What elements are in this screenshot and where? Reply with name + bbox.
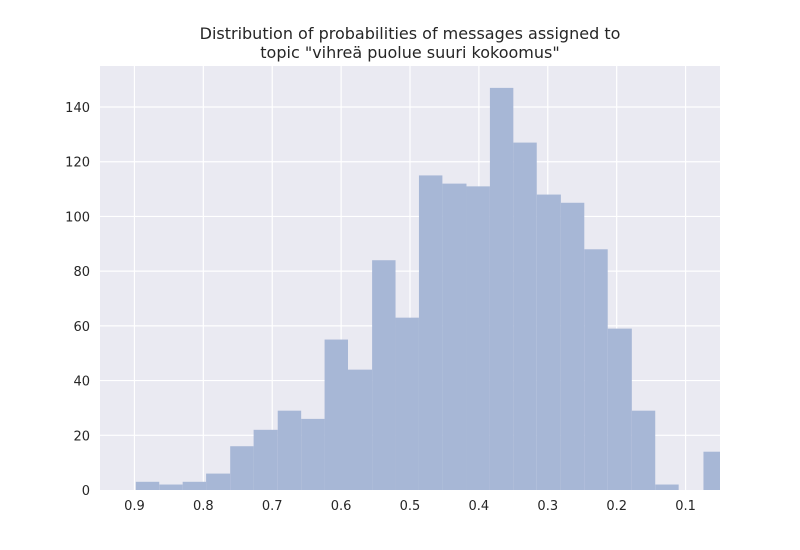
histogram-bar xyxy=(703,451,720,490)
histogram-bar xyxy=(560,202,585,490)
histogram-bar xyxy=(655,484,679,490)
y-tick-label: 120 xyxy=(65,156,90,171)
chart-title-line-1: Distribution of probabilities of message… xyxy=(199,24,621,43)
histogram-bar xyxy=(159,484,183,490)
histogram-bar xyxy=(372,260,396,490)
histogram-bar xyxy=(348,369,373,490)
x-tick-label: 0.4 xyxy=(469,499,490,514)
histogram-bar xyxy=(277,410,302,490)
x-tick-label: 0.2 xyxy=(606,499,627,514)
histogram-bar xyxy=(631,410,656,490)
histogram-bar xyxy=(395,317,419,490)
histogram-bar xyxy=(536,194,561,490)
x-tick-label: 0.7 xyxy=(262,499,283,514)
histogram-bar xyxy=(324,339,348,490)
x-tick-label: 0.6 xyxy=(331,499,352,514)
histogram-bar xyxy=(253,429,278,490)
y-tick-label: 80 xyxy=(73,265,90,280)
y-axis-ticks: 0 20 40 60 80 100 120 140 xyxy=(65,101,90,499)
histogram-bar xyxy=(489,87,514,490)
x-tick-label: 0.1 xyxy=(675,499,696,514)
y-tick-label: 100 xyxy=(65,210,90,225)
x-tick-label: 0.9 xyxy=(124,499,145,514)
x-tick-label: 0.5 xyxy=(400,499,421,514)
histogram-bars xyxy=(135,87,720,491)
y-tick-label: 140 xyxy=(65,101,90,116)
chart-title: Distribution of probabilities of message… xyxy=(0,24,800,62)
histogram-bar xyxy=(584,249,608,490)
histogram-bar xyxy=(230,446,254,490)
x-tick-label: 0.3 xyxy=(537,499,558,514)
histogram-bar xyxy=(418,175,443,490)
x-tick-label: 0.8 xyxy=(193,499,214,514)
chart-title-line-2: topic "vihreä puolue suuri kokoomus" xyxy=(260,43,560,62)
histogram-bar xyxy=(301,418,325,490)
y-tick-label: 0 xyxy=(82,484,90,499)
histogram-bar xyxy=(206,473,231,490)
y-tick-label: 60 xyxy=(73,320,90,335)
histogram-bar xyxy=(466,186,490,490)
histogram-bar xyxy=(135,481,160,490)
y-tick-label: 40 xyxy=(73,375,90,390)
x-axis-ticks: 0.9 0.8 0.7 0.6 0.5 0.4 0.3 0.2 0.1 xyxy=(124,499,696,514)
histogram-bar xyxy=(442,183,467,491)
histogram-bar xyxy=(182,481,207,490)
y-tick-label: 20 xyxy=(73,429,90,444)
histogram-bar xyxy=(513,142,537,490)
histogram-bar xyxy=(607,328,632,490)
